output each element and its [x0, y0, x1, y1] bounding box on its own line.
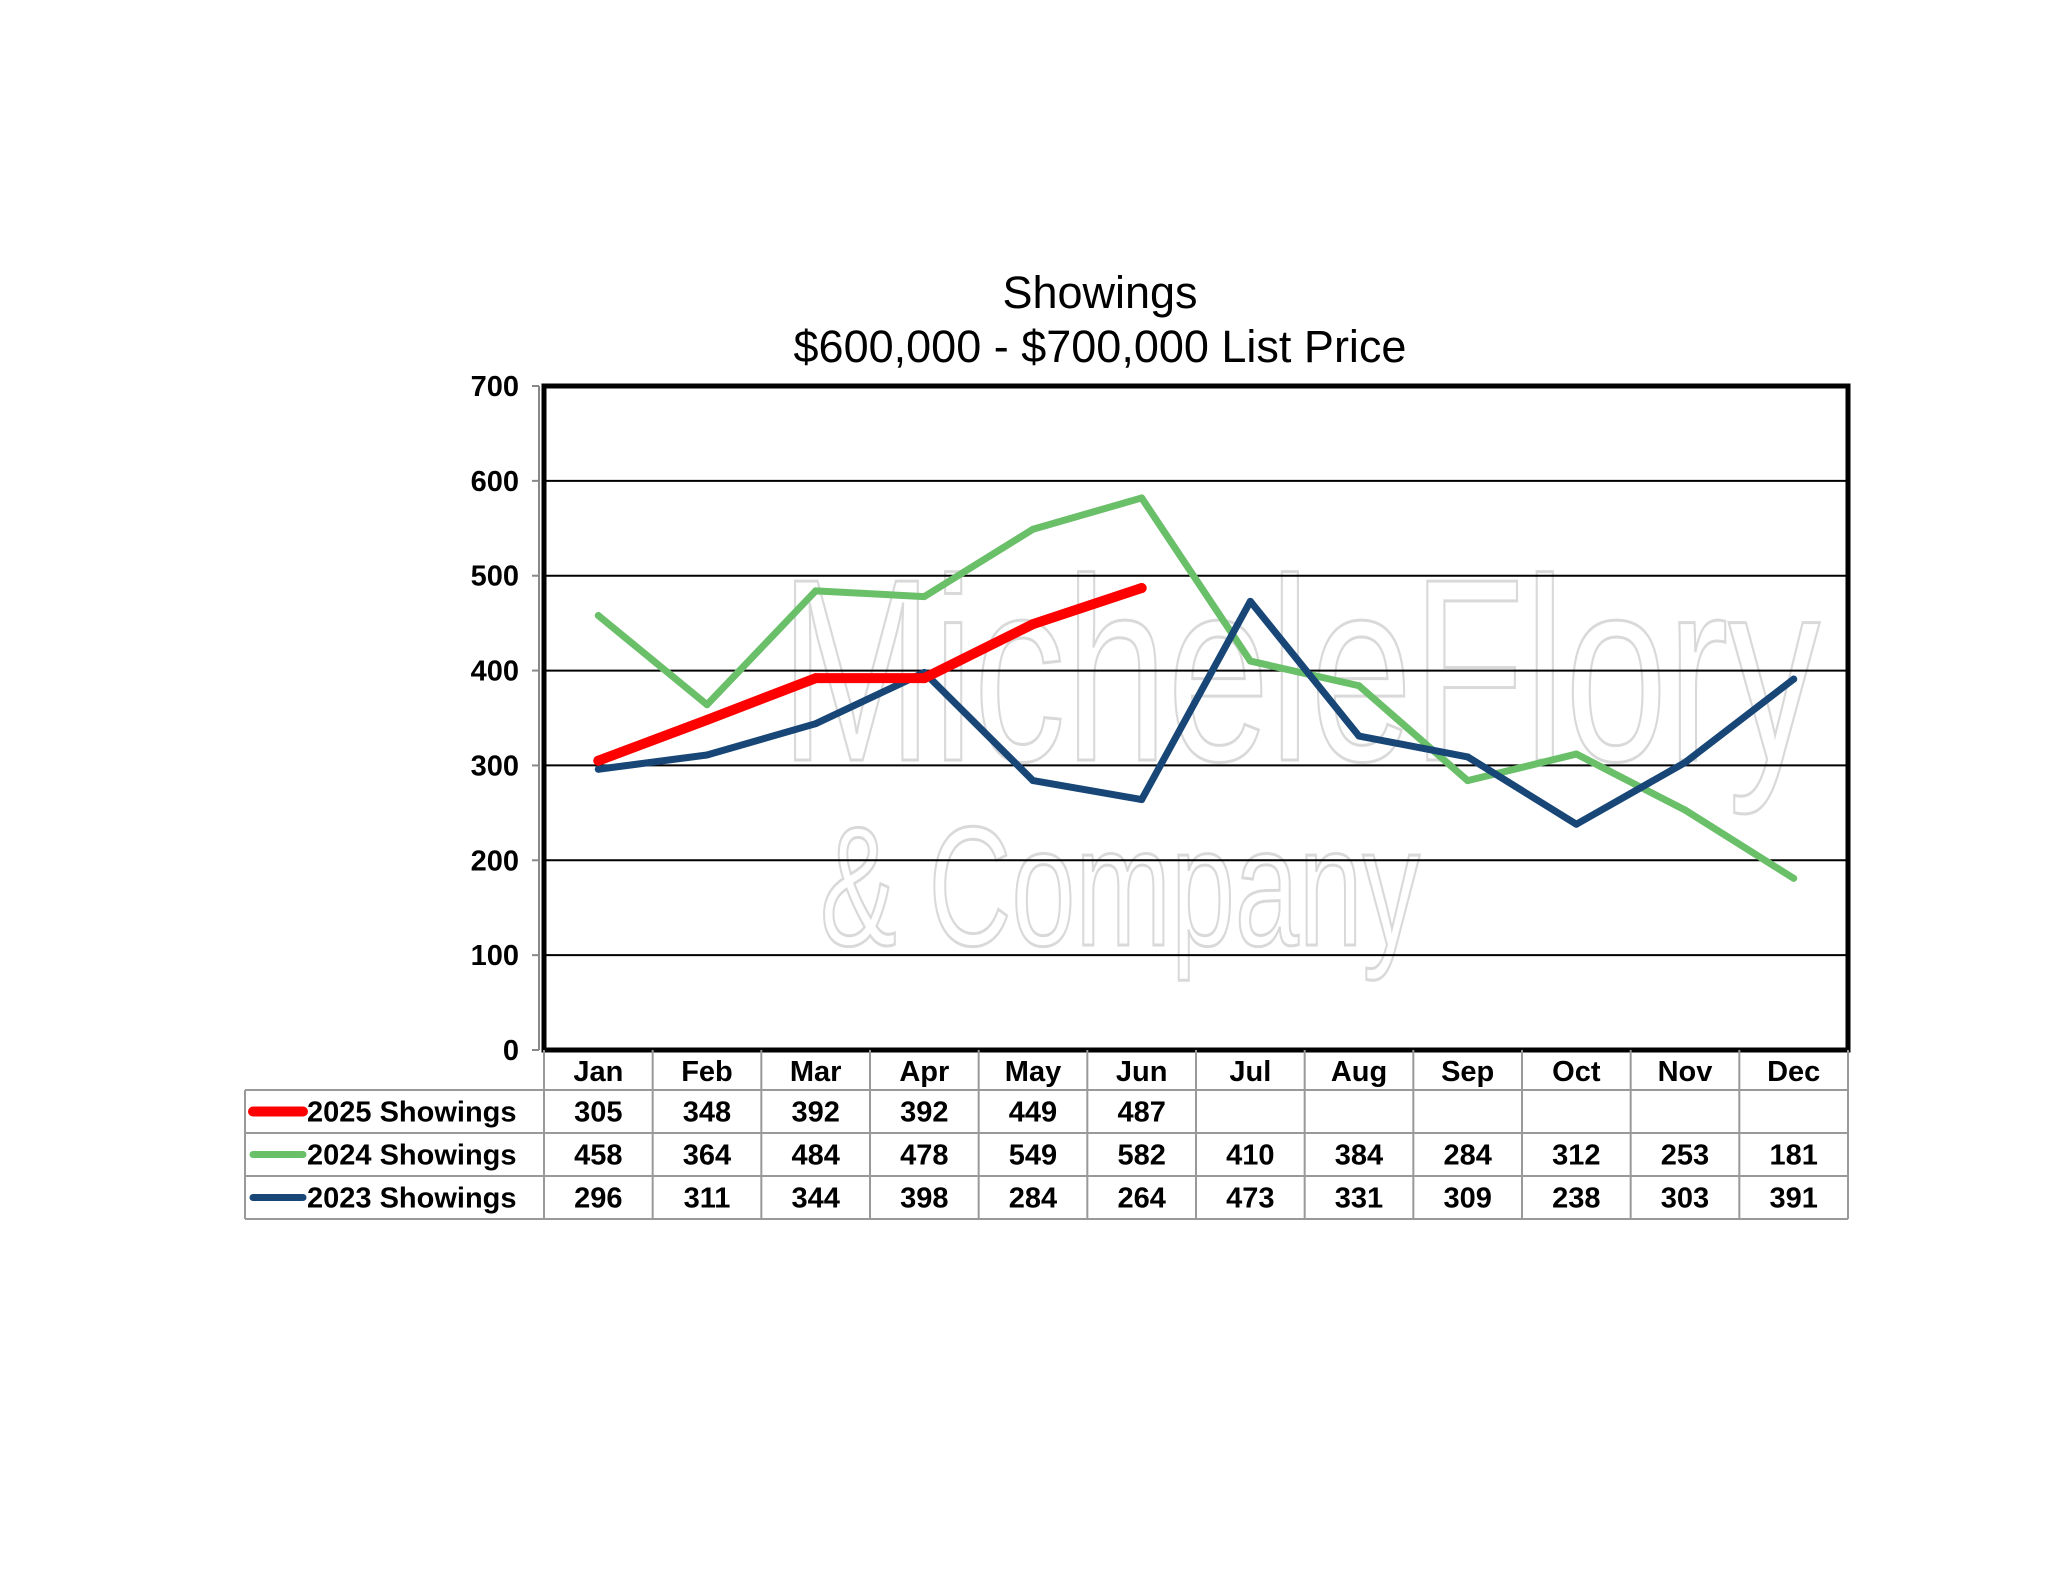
- table-cell-value: 284: [1009, 1183, 1057, 1215]
- table-cell-value: 348: [683, 1097, 731, 1129]
- table-cell-value: 484: [791, 1140, 839, 1172]
- table-cell-value: 311: [684, 1183, 731, 1215]
- chart-subtitle: $600,000 - $700,000 List Price: [794, 321, 1407, 372]
- data-table: Jan Feb Mar Apr May Jun Jul Aug Sep Oct Nov Dec 2025…: [244, 1050, 1849, 1220]
- table-cell-value: 473: [1226, 1183, 1274, 1215]
- data-point: [1029, 777, 1037, 785]
- data-point: [812, 587, 820, 595]
- table-cell-value: 384: [1335, 1140, 1383, 1172]
- data-point: [1572, 750, 1580, 758]
- table-cell-value: 478: [900, 1140, 948, 1172]
- series-line-2023: [594, 597, 1798, 828]
- data-point: [702, 714, 712, 725]
- x-category-label: Jun: [1116, 1056, 1168, 1088]
- data-point: [703, 701, 711, 709]
- table-cell-value: 487: [1117, 1097, 1165, 1129]
- table-cell-value: 392: [791, 1097, 839, 1129]
- chart-title-group: Showings $600,000 - $700,000 List Price: [794, 267, 1407, 372]
- data-point: [919, 673, 930, 684]
- data-point: [1790, 874, 1798, 882]
- legend-label: 2023 Showings: [307, 1183, 517, 1215]
- data-point: [1028, 619, 1038, 630]
- data-point: [1681, 806, 1689, 814]
- x-category-label: Apr: [899, 1056, 949, 1088]
- data-point: [594, 612, 602, 620]
- table-cell-value: 410: [1226, 1140, 1274, 1172]
- data-point: [1138, 494, 1146, 502]
- data-point: [920, 593, 928, 601]
- data-point: [1681, 759, 1689, 767]
- table-cell-value: 238: [1552, 1183, 1600, 1215]
- table-cell-value: 364: [683, 1140, 731, 1172]
- y-tick-label: 600: [471, 466, 519, 498]
- x-category-label: Dec: [1767, 1056, 1820, 1088]
- x-category-label: Jul: [1229, 1056, 1271, 1088]
- y-tick-label: 300: [471, 750, 519, 782]
- table-cell-value: 582: [1117, 1140, 1165, 1172]
- watermark-line2: & Company: [820, 792, 1420, 982]
- table-cell-value: 398: [900, 1183, 948, 1215]
- x-category-label: Nov: [1658, 1056, 1713, 1088]
- y-tick-label: 100: [471, 940, 519, 972]
- y-tick-label: 500: [471, 561, 519, 593]
- x-category-label: Oct: [1552, 1056, 1601, 1088]
- data-point: [1136, 583, 1147, 594]
- series-line-2024: [594, 494, 1798, 882]
- data-point: [1572, 820, 1580, 828]
- table-cell-value: 305: [574, 1097, 622, 1129]
- table-cell-value: 331: [1335, 1183, 1383, 1215]
- data-point: [1138, 796, 1146, 804]
- table-cell-value: 181: [1769, 1140, 1817, 1172]
- series-line-2025: [593, 583, 1147, 766]
- table-cell-value: 284: [1443, 1140, 1491, 1172]
- table-cell-value: 309: [1443, 1183, 1491, 1215]
- x-category-label: May: [1005, 1056, 1061, 1088]
- table-cell-value: 458: [574, 1140, 622, 1172]
- table-cell-value: 449: [1009, 1097, 1057, 1129]
- data-point: [1246, 657, 1254, 665]
- data-point: [1464, 753, 1472, 761]
- table-cell-value: 303: [1661, 1183, 1709, 1215]
- data-point: [1029, 525, 1037, 533]
- watermark: MicheleFlory & Company: [779, 525, 1822, 984]
- y-tick-label: 0: [503, 1035, 519, 1067]
- data-point: [1355, 682, 1363, 690]
- chart-title: Showings: [1002, 267, 1197, 318]
- y-tick-label: 700: [471, 371, 519, 403]
- table-cell-value: 392: [900, 1097, 948, 1129]
- x-category-label: Mar: [790, 1056, 842, 1088]
- y-tick-label: 400: [471, 656, 519, 688]
- table-cell-value: 264: [1117, 1183, 1165, 1215]
- x-category-label: Sep: [1441, 1056, 1494, 1088]
- legend-label: 2025 Showings: [307, 1097, 517, 1129]
- data-point: [703, 751, 711, 759]
- table-cell-value: 296: [574, 1183, 622, 1215]
- data-point: [594, 765, 602, 773]
- data-point: [1790, 675, 1798, 683]
- series-lines: [593, 494, 1798, 882]
- x-category-label: Aug: [1331, 1056, 1387, 1088]
- data-point: [810, 673, 821, 684]
- table-cell-value: 344: [791, 1183, 839, 1215]
- table-cell-value: 253: [1661, 1140, 1709, 1172]
- data-point: [1355, 732, 1363, 740]
- table-cell-value: 549: [1009, 1140, 1057, 1172]
- table-cell-value: 312: [1552, 1140, 1600, 1172]
- table-cell-value: 391: [1769, 1183, 1817, 1215]
- x-category-label: Feb: [681, 1056, 733, 1088]
- y-tick-label: 200: [471, 845, 519, 877]
- y-axis: 0 100 200 300 400 500 600 700: [471, 371, 540, 1067]
- legend-label: 2024 Showings: [307, 1140, 517, 1172]
- data-point: [593, 755, 604, 766]
- x-category-label: Jan: [573, 1056, 623, 1088]
- data-point: [1464, 777, 1472, 785]
- data-point: [812, 720, 820, 728]
- data-point: [1246, 597, 1254, 605]
- gridlines: [544, 479, 1848, 957]
